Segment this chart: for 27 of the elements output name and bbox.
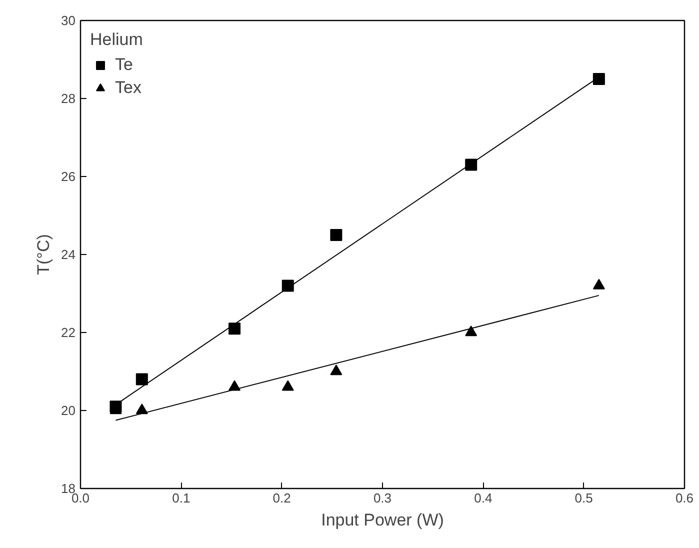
point <box>330 364 342 376</box>
point <box>465 158 478 171</box>
legend-label: Tex <box>115 78 142 98</box>
y-tick-label: 20 <box>61 403 76 418</box>
point <box>330 229 342 241</box>
y-tick-label: 22 <box>61 325 76 340</box>
legend-label: Te <box>115 55 134 75</box>
x-tick-label: 0.5 <box>574 490 593 506</box>
point <box>592 73 605 85</box>
y-tick-label: 28 <box>61 91 76 106</box>
y-tick-label: 30 <box>61 13 76 28</box>
y-axis-title: T(°C) <box>34 234 54 275</box>
x-tick-label: 0.3 <box>373 490 392 506</box>
x-tick-label: 0.1 <box>172 490 190 506</box>
y-tick-label: 26 <box>61 169 76 184</box>
y-tick-label: 24 <box>61 247 76 262</box>
x-tick-label: 0.6 <box>675 490 694 506</box>
point <box>228 322 241 335</box>
legend-title: Helium <box>90 30 143 50</box>
point <box>592 278 605 290</box>
x-tick-label: 0.2 <box>272 490 291 506</box>
x-axis-title: Input Power (W) <box>321 510 444 530</box>
point <box>282 380 294 391</box>
point <box>282 280 294 292</box>
point <box>136 373 148 386</box>
x-tick-label: 0.4 <box>474 490 492 506</box>
point <box>465 326 478 336</box>
